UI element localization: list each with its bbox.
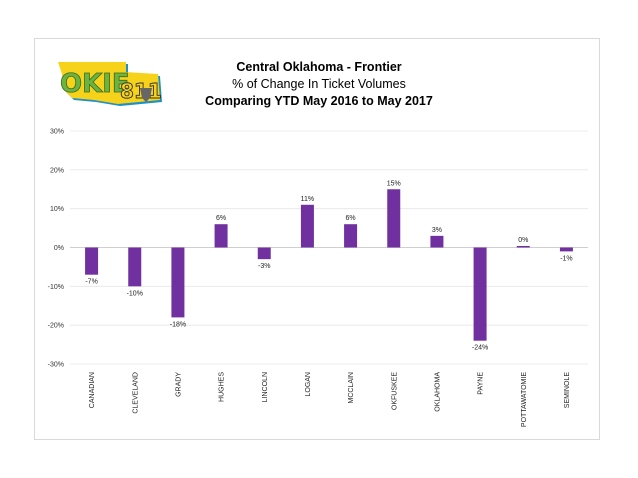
y-tick-label: 0% — [54, 245, 64, 252]
bar-grady — [171, 247, 185, 318]
category-label: GRADY — [175, 372, 182, 397]
data-label: -7% — [85, 279, 97, 286]
bar-mcclain — [344, 224, 358, 248]
data-label: -3% — [258, 263, 270, 270]
category-label: POTTAWATOMIE — [521, 372, 528, 427]
data-label: -1% — [560, 255, 572, 262]
bar-seminole — [559, 247, 573, 252]
category-label: OKLAHOMA — [434, 372, 441, 412]
chart-title: Central Oklahoma - Frontier — [236, 60, 402, 74]
category-label: OKFUSKEE — [391, 372, 398, 410]
data-label: 3% — [432, 227, 442, 234]
category-label: HUGHES — [219, 372, 226, 402]
bar-okfuskee — [387, 189, 401, 248]
okie811-logo: OKIE 811 — [58, 62, 162, 106]
bar-lincoln — [257, 247, 271, 260]
category-label: PAYNE — [478, 372, 485, 395]
bar-oklahoma — [430, 235, 444, 248]
chart-subtitle-2: Comparing YTD May 2016 to May 2017 — [205, 94, 433, 108]
data-label: -10% — [127, 290, 143, 297]
category-label: SEMINOLE — [564, 372, 571, 409]
data-label: 6% — [216, 215, 226, 222]
bar-payne — [473, 247, 487, 341]
y-tick-label: 30% — [50, 129, 64, 136]
category-label: MCCLAIN — [348, 372, 355, 404]
y-tick-label: 20% — [50, 167, 64, 174]
bar-hughes — [214, 224, 228, 248]
logo-811-text: 811 — [120, 79, 162, 103]
category-label: CLEVELAND — [132, 372, 139, 414]
data-label: -18% — [170, 321, 186, 328]
bar-canadian — [85, 247, 99, 275]
data-label: -24% — [472, 345, 488, 352]
data-label: 0% — [518, 237, 528, 244]
logo-okie-text: OKIE — [60, 69, 130, 99]
y-tick-label: -20% — [48, 323, 64, 330]
y-tick-label: -10% — [48, 284, 64, 291]
data-label: 6% — [346, 215, 356, 222]
bar-logan — [300, 204, 314, 248]
category-label: CANADIAN — [89, 372, 96, 408]
shovel-icon — [140, 88, 152, 102]
data-label: 11% — [301, 196, 315, 203]
bar-pottawatomie — [516, 246, 530, 248]
data-label: 15% — [387, 180, 401, 187]
y-tick-label: 10% — [50, 206, 64, 213]
y-tick-label: -30% — [48, 362, 64, 369]
category-label: LOGAN — [305, 372, 312, 397]
bar-cleveland — [128, 247, 142, 287]
category-label: LINCOLN — [262, 372, 269, 402]
chart-subtitle: % of Change In Ticket Volumes — [232, 77, 406, 91]
